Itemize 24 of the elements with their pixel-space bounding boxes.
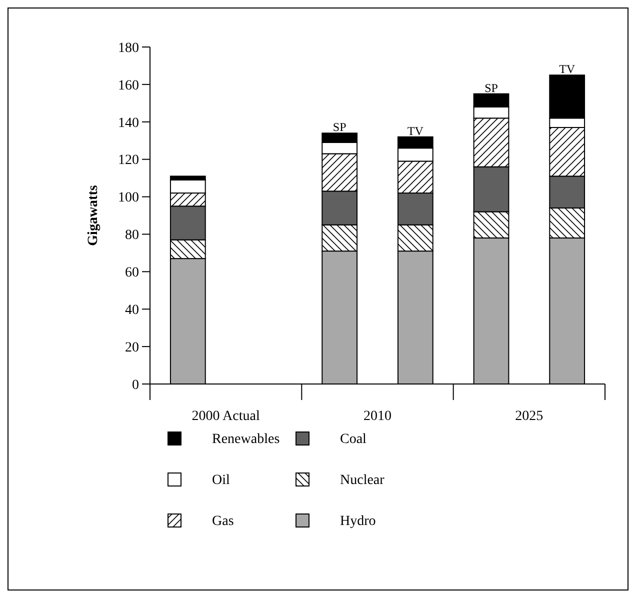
annotation: TV bbox=[559, 62, 576, 76]
y-tick-label: 120 bbox=[118, 153, 139, 168]
y-tick-label: 160 bbox=[118, 78, 139, 94]
legend-label: Gas bbox=[212, 514, 234, 529]
y-tick-label: 0 bbox=[132, 378, 139, 393]
x-tick-label: 2010 bbox=[364, 409, 392, 424]
y-tick-label: 80 bbox=[125, 228, 139, 244]
legend-label: Renewables bbox=[212, 432, 280, 447]
y-tick-label: 60 bbox=[125, 266, 139, 281]
y-tick-label: 180 bbox=[118, 40, 139, 56]
legend-label: Coal bbox=[340, 432, 367, 447]
legend-label: Hydro bbox=[340, 514, 376, 529]
y-axis-title: Gigawatts bbox=[86, 184, 101, 246]
y-tick-label: 40 bbox=[125, 303, 139, 318]
legend-label: Nuclear bbox=[340, 473, 385, 488]
annotation: SP bbox=[332, 120, 347, 134]
y-tick-label: 140 bbox=[118, 116, 139, 131]
x-tick-label: 2000 Actual bbox=[192, 409, 260, 424]
legend-label: Oil bbox=[212, 473, 230, 488]
y-tick-label: 100 bbox=[118, 190, 139, 206]
x-tick-label: 2025 bbox=[515, 409, 544, 424]
annotation: SP bbox=[484, 80, 498, 95]
y-tick-label: 20 bbox=[125, 340, 139, 356]
annotation: TV bbox=[407, 124, 424, 138]
